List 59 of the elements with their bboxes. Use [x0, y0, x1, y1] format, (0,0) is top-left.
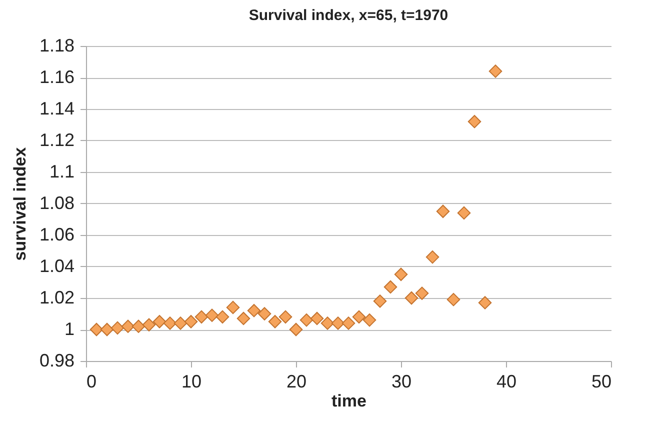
- x-tick-label: 50: [591, 372, 612, 392]
- point: [278, 310, 292, 324]
- point: [394, 268, 408, 281]
- point: [216, 310, 230, 324]
- y-tick-label: 1.18: [39, 36, 74, 56]
- x-tick-label: 20: [286, 372, 307, 392]
- x-tick-label: 30: [391, 372, 412, 392]
- point: [310, 312, 324, 326]
- point: [289, 322, 303, 336]
- x-tick-label: 10: [181, 372, 202, 392]
- point: [247, 304, 261, 318]
- point: [142, 318, 156, 332]
- point: [152, 315, 166, 328]
- point: [457, 206, 471, 220]
- point: [121, 320, 135, 333]
- point: [163, 316, 177, 330]
- chart-title: Survival index, x=65, t=1970: [248, 7, 448, 24]
- y-tick-label: 1.1: [49, 162, 74, 182]
- point: [258, 307, 272, 320]
- point: [268, 315, 282, 328]
- point: [331, 316, 345, 330]
- point: [415, 286, 429, 300]
- y-tick-label: 1.14: [39, 98, 74, 118]
- x-axis-title: time: [332, 392, 366, 410]
- point: [468, 114, 482, 128]
- point: [436, 204, 450, 218]
- point: [488, 64, 502, 78]
- point: [478, 296, 492, 310]
- y-tick-label: 1.12: [39, 130, 74, 150]
- point: [373, 294, 387, 308]
- point: [384, 280, 398, 294]
- y-tick-label: 1.16: [39, 67, 74, 87]
- point: [300, 313, 314, 327]
- y-tick-label: 0.98: [39, 350, 74, 370]
- point: [194, 310, 208, 324]
- point: [362, 313, 376, 327]
- point: [174, 316, 188, 330]
- point: [446, 292, 460, 306]
- point: [132, 320, 146, 333]
- point: [205, 308, 219, 322]
- point: [342, 316, 356, 330]
- y-tick-label: 1.04: [39, 256, 74, 276]
- point: [404, 291, 418, 305]
- y-tick-label: 1: [64, 319, 74, 339]
- x-tick-label: 0: [86, 372, 97, 392]
- point: [426, 250, 440, 264]
- point: [320, 316, 334, 330]
- point: [236, 312, 250, 326]
- point: [110, 321, 124, 335]
- point: [226, 300, 240, 314]
- y-tick-label: 1.02: [39, 288, 74, 308]
- y-tick-label: 1.08: [39, 193, 74, 213]
- x-tick-label: 40: [496, 372, 517, 392]
- point: [100, 322, 114, 336]
- y-axis-title: survival index: [10, 146, 30, 261]
- point: [90, 322, 104, 336]
- point: [352, 310, 366, 324]
- y-tick-label: 1.06: [39, 224, 74, 244]
- point: [184, 315, 198, 328]
